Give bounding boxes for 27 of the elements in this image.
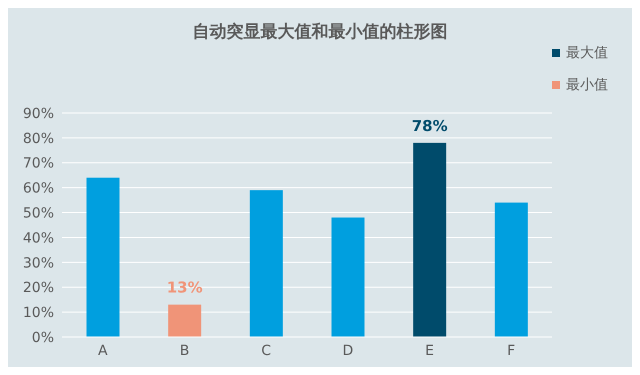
y-tick-label: 80% — [22, 130, 54, 147]
bar — [250, 190, 283, 337]
y-tick-label: 10% — [22, 305, 54, 322]
bar — [86, 178, 120, 337]
legend-label: 最小值 — [566, 76, 608, 94]
y-tick-label: 20% — [22, 280, 54, 296]
data-label: 78% — [412, 116, 448, 135]
x-tick-label: B — [180, 342, 190, 359]
bar — [494, 202, 528, 337]
y-tick-label: 40% — [22, 230, 54, 246]
y-tick-label: 50% — [22, 206, 54, 222]
legend-label: 最大值 — [566, 44, 608, 62]
bar — [413, 142, 446, 337]
bar — [168, 304, 202, 337]
chart-title: 自动突显最大值和最小值的柱形图 — [192, 21, 448, 43]
y-tick-label: 30% — [22, 255, 54, 272]
x-tick-label: F — [507, 342, 516, 359]
y-tick-label: 0% — [32, 330, 54, 346]
x-tick-label: E — [425, 342, 434, 359]
y-tick-label: 90% — [22, 106, 54, 122]
bar — [332, 218, 364, 337]
y-tick-label: 60% — [22, 180, 54, 197]
x-tick-label: C — [261, 342, 272, 359]
y-tick-label: 70% — [22, 156, 54, 172]
x-tick-label: D — [342, 342, 354, 359]
x-tick-label: A — [98, 342, 108, 359]
data-label: 13% — [166, 278, 203, 297]
